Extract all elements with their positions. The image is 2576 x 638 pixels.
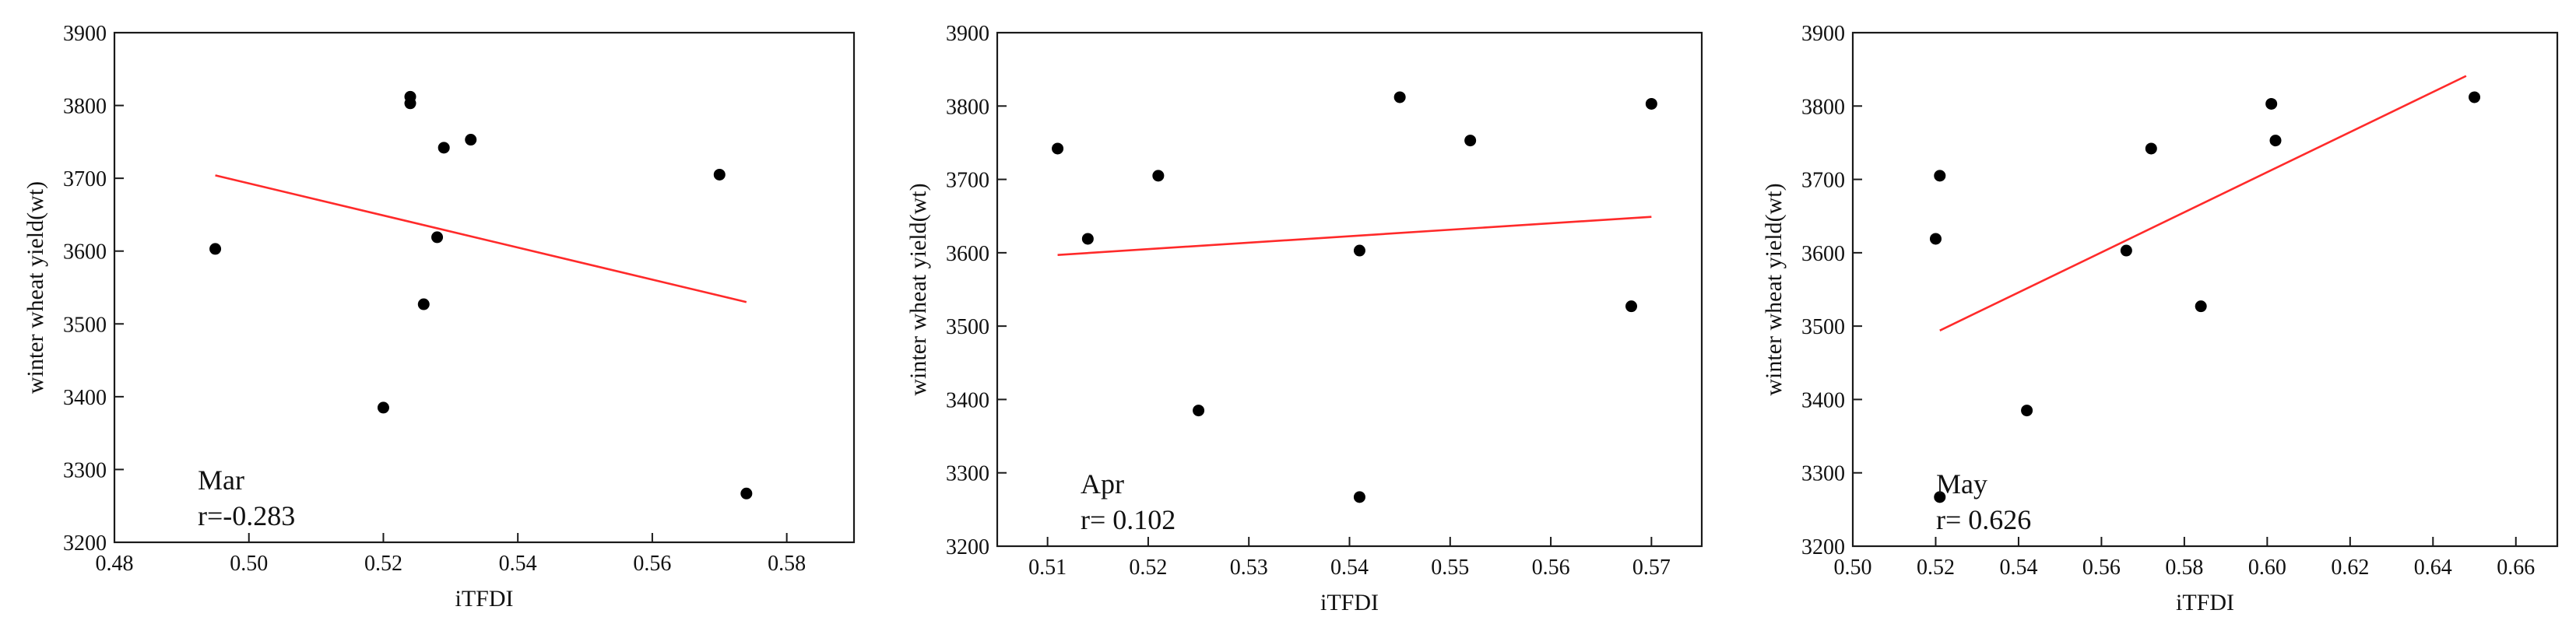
y-tick-label: 3900 xyxy=(63,22,107,46)
data-point xyxy=(1929,233,1942,245)
y-tick-label: 3900 xyxy=(946,22,989,46)
data-point xyxy=(2195,300,2207,313)
data-point xyxy=(1645,97,1657,110)
x-tick-label: 0.60 xyxy=(2248,556,2286,580)
x-tick-label: 0.50 xyxy=(230,552,268,576)
y-tick-label: 3700 xyxy=(946,169,989,193)
y-tick-label: 3600 xyxy=(946,242,989,266)
y-tick-label: 3200 xyxy=(946,535,989,559)
x-axis-title: iTFDI xyxy=(455,586,514,612)
y-axis-title: winter wheat yield(wt) xyxy=(905,183,931,395)
correlation-label: r=-0.283 xyxy=(198,500,295,531)
y-tick-label: 3700 xyxy=(63,167,107,191)
y-tick-label: 3500 xyxy=(1801,315,1845,339)
x-tick-label: 0.53 xyxy=(1230,556,1268,580)
data-point xyxy=(438,142,450,154)
data-point xyxy=(431,231,444,244)
x-tick-label: 0.52 xyxy=(1917,556,1955,580)
panel-apr: 0.51 0.52 0.53 0.54 0.55 0.56 0.57 3200 3300 3400… xyxy=(905,22,1703,615)
y-tick-label: 3300 xyxy=(1801,462,1845,486)
data-point xyxy=(1353,244,1365,257)
data-point xyxy=(1464,135,1477,147)
x-tick-label: 0.62 xyxy=(2331,556,2369,580)
data-point xyxy=(1625,300,1637,313)
data-point xyxy=(2469,91,2481,103)
data-point xyxy=(2021,405,2033,417)
plot-frame xyxy=(113,31,856,544)
x-tick-label: 0.64 xyxy=(2414,556,2452,580)
data-point xyxy=(404,97,416,110)
x-tick-label: 0.54 xyxy=(1999,556,2037,580)
y-tick-label: 3400 xyxy=(1801,388,1845,412)
x-tick-label: 0.56 xyxy=(1532,556,1570,580)
panel-may: 0.50 0.52 0.54 0.56 0.58 0.60 0.62 0.64 0.66 3200… xyxy=(1761,22,2559,615)
y-tick-label: 3800 xyxy=(1801,95,1845,119)
data-point xyxy=(377,401,389,414)
data-point xyxy=(1193,405,1205,417)
y-tick-label: 3800 xyxy=(946,95,989,119)
y-tick-label: 3200 xyxy=(63,531,107,556)
data-point xyxy=(1152,170,1165,182)
y-tick-label: 3200 xyxy=(1801,535,1845,559)
x-tick-label: 0.58 xyxy=(768,552,806,576)
y-tick-label: 3300 xyxy=(946,462,989,486)
x-tick-label: 0.58 xyxy=(2165,556,2203,580)
x-tick-label: 0.52 xyxy=(1129,556,1167,580)
y-tick-label: 3700 xyxy=(1801,169,1845,193)
y-tick-label: 3600 xyxy=(1801,242,1845,266)
x-axis-title: iTFDI xyxy=(1320,590,1379,615)
data-point xyxy=(1934,170,1946,182)
data-point xyxy=(2120,244,2132,257)
data-point xyxy=(2145,142,2157,155)
month-label: May xyxy=(1936,468,1987,500)
data-point xyxy=(209,243,222,255)
x-tick-label: 0.66 xyxy=(2497,556,2535,580)
x-tick-label: 0.56 xyxy=(2082,556,2121,580)
correlation-label: r= 0.102 xyxy=(1081,504,1176,535)
y-tick-label: 3800 xyxy=(63,95,107,119)
data-point xyxy=(465,134,477,146)
y-tick-label: 3400 xyxy=(946,388,989,412)
data-point xyxy=(417,298,430,310)
data-point xyxy=(713,168,726,181)
data-point xyxy=(1052,142,1064,155)
regression-line xyxy=(1057,216,1652,256)
data-point xyxy=(2265,97,2278,110)
month-label: Apr xyxy=(1081,468,1124,500)
data-point xyxy=(1081,233,1094,245)
x-tick-label: 0.55 xyxy=(1431,556,1469,580)
regression-line xyxy=(1939,75,2467,331)
x-tick-label: 0.57 xyxy=(1632,556,1671,580)
y-axis-title: winter wheat yield(wt) xyxy=(23,181,48,394)
data-point xyxy=(1393,91,1406,103)
x-tick-label: 0.48 xyxy=(96,552,134,576)
y-tick-label: 3400 xyxy=(63,386,107,410)
x-tick-label: 0.52 xyxy=(364,552,402,576)
x-tick-label: 0.54 xyxy=(1330,556,1369,580)
x-tick-label: 0.51 xyxy=(1028,556,1067,580)
y-tick-label: 3900 xyxy=(1801,22,1845,46)
data-point xyxy=(2269,135,2282,147)
x-axis-title: iTFDI xyxy=(2176,590,2234,615)
data-point xyxy=(1353,491,1365,503)
y-tick-label: 3500 xyxy=(946,315,989,339)
plot-frame xyxy=(1851,31,2559,548)
y-axis-title: winter wheat yield(wt) xyxy=(1761,183,1787,395)
x-tick-label: 0.54 xyxy=(499,552,537,576)
x-tick-label: 0.56 xyxy=(633,552,671,576)
y-tick-label: 3300 xyxy=(63,458,107,482)
panel-mar: 0.48 0.50 0.52 0.54 0.56 0.58 3200 3300 3400 3500… xyxy=(23,22,856,612)
data-point xyxy=(740,487,753,500)
y-tick-label: 3500 xyxy=(63,313,107,337)
correlation-label: r= 0.626 xyxy=(1936,504,2031,535)
data-point xyxy=(1934,491,1946,503)
month-label: Mar xyxy=(198,464,244,496)
y-tick-label: 3600 xyxy=(63,240,107,265)
regression-line xyxy=(215,174,747,303)
x-tick-label: 0.50 xyxy=(1834,556,1872,580)
